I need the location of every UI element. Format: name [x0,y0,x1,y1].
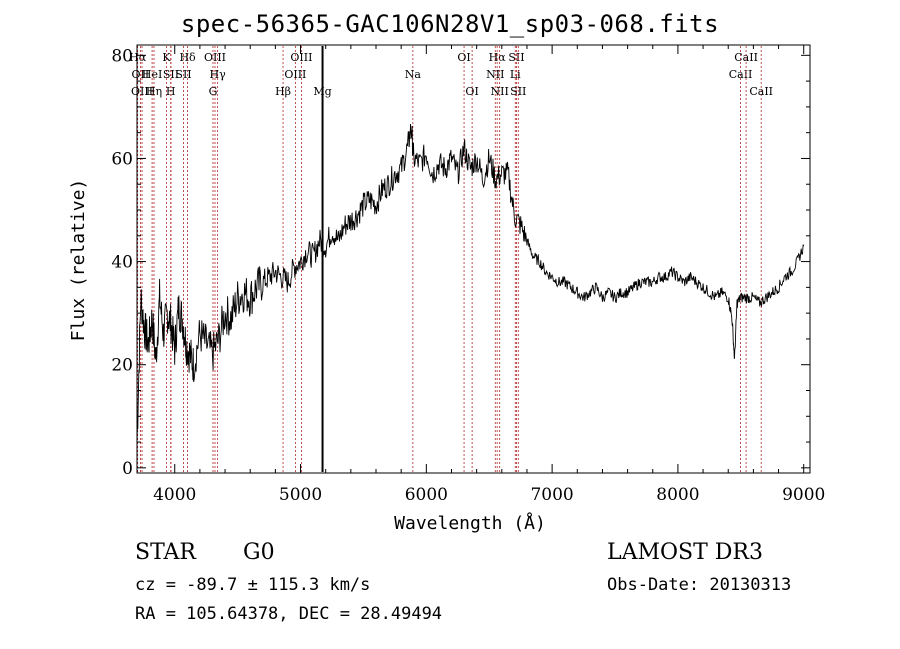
feature-label: Hγ [210,68,227,81]
feature-label: CaII [734,51,758,64]
feature-label: CaII [729,68,753,81]
feature-label: NII [491,85,509,98]
feature-label: CaII [749,85,773,98]
y-tick-label: 0 [122,459,133,479]
feature-label: OIII [204,51,226,64]
y-axis-label: Flux (relative) [68,179,89,342]
x-tick-label: 4000 [153,485,196,505]
feature-label: Na [405,68,422,81]
feature-label: SII [175,68,191,81]
feature-label: OI [465,85,478,98]
x-tick-label: 7000 [530,485,573,505]
feature-label: HeI [142,68,162,81]
y-tick-label: 60 [111,149,133,169]
spectrum-line [136,123,805,443]
feature-label: K [162,51,171,64]
y-tick-label: 20 [111,356,133,376]
feature-label: Hη [146,85,162,98]
object-class: STAR [135,540,196,565]
feature-label: Li [510,68,521,81]
x-tick-label: 8000 [656,485,699,505]
feature-label: H [166,85,176,98]
feature-label: Hδ [179,51,196,64]
redshift-velocity: cz = -89.7 ± 115.3 km/s [135,575,371,595]
plot-frame [136,44,811,474]
chart-title: spec-56365-GAC106N28V1_sp03-068.fits [180,10,720,38]
x-axis-label: Wavelength (Å) [394,512,546,534]
feature-label: NII [486,68,504,81]
object-subclass: G0 [243,540,275,565]
feature-label: OII [132,68,150,81]
feature-label: Hβ [275,85,291,98]
survey-name: LAMOST DR3 [607,540,763,565]
feature-label: OIII [290,51,312,64]
x-tick-label: 9000 [782,485,825,505]
feature-label: SII [508,51,524,64]
feature-label: OIII [284,68,306,81]
feature-label: OI [457,51,470,64]
x-tick-label: 5000 [279,485,322,505]
y-tick-label: 40 [111,253,133,273]
x-tick-label: 6000 [405,485,448,505]
coordinates: RA = 105.64378, DEC = 28.49494 [135,604,443,624]
feature-label: Hα [489,51,507,64]
observation-date: Obs-Date: 20130313 [607,575,792,595]
feature-label: SII [510,85,526,98]
y-tick-label: 80 [111,46,133,66]
feature-label: G [209,85,218,98]
